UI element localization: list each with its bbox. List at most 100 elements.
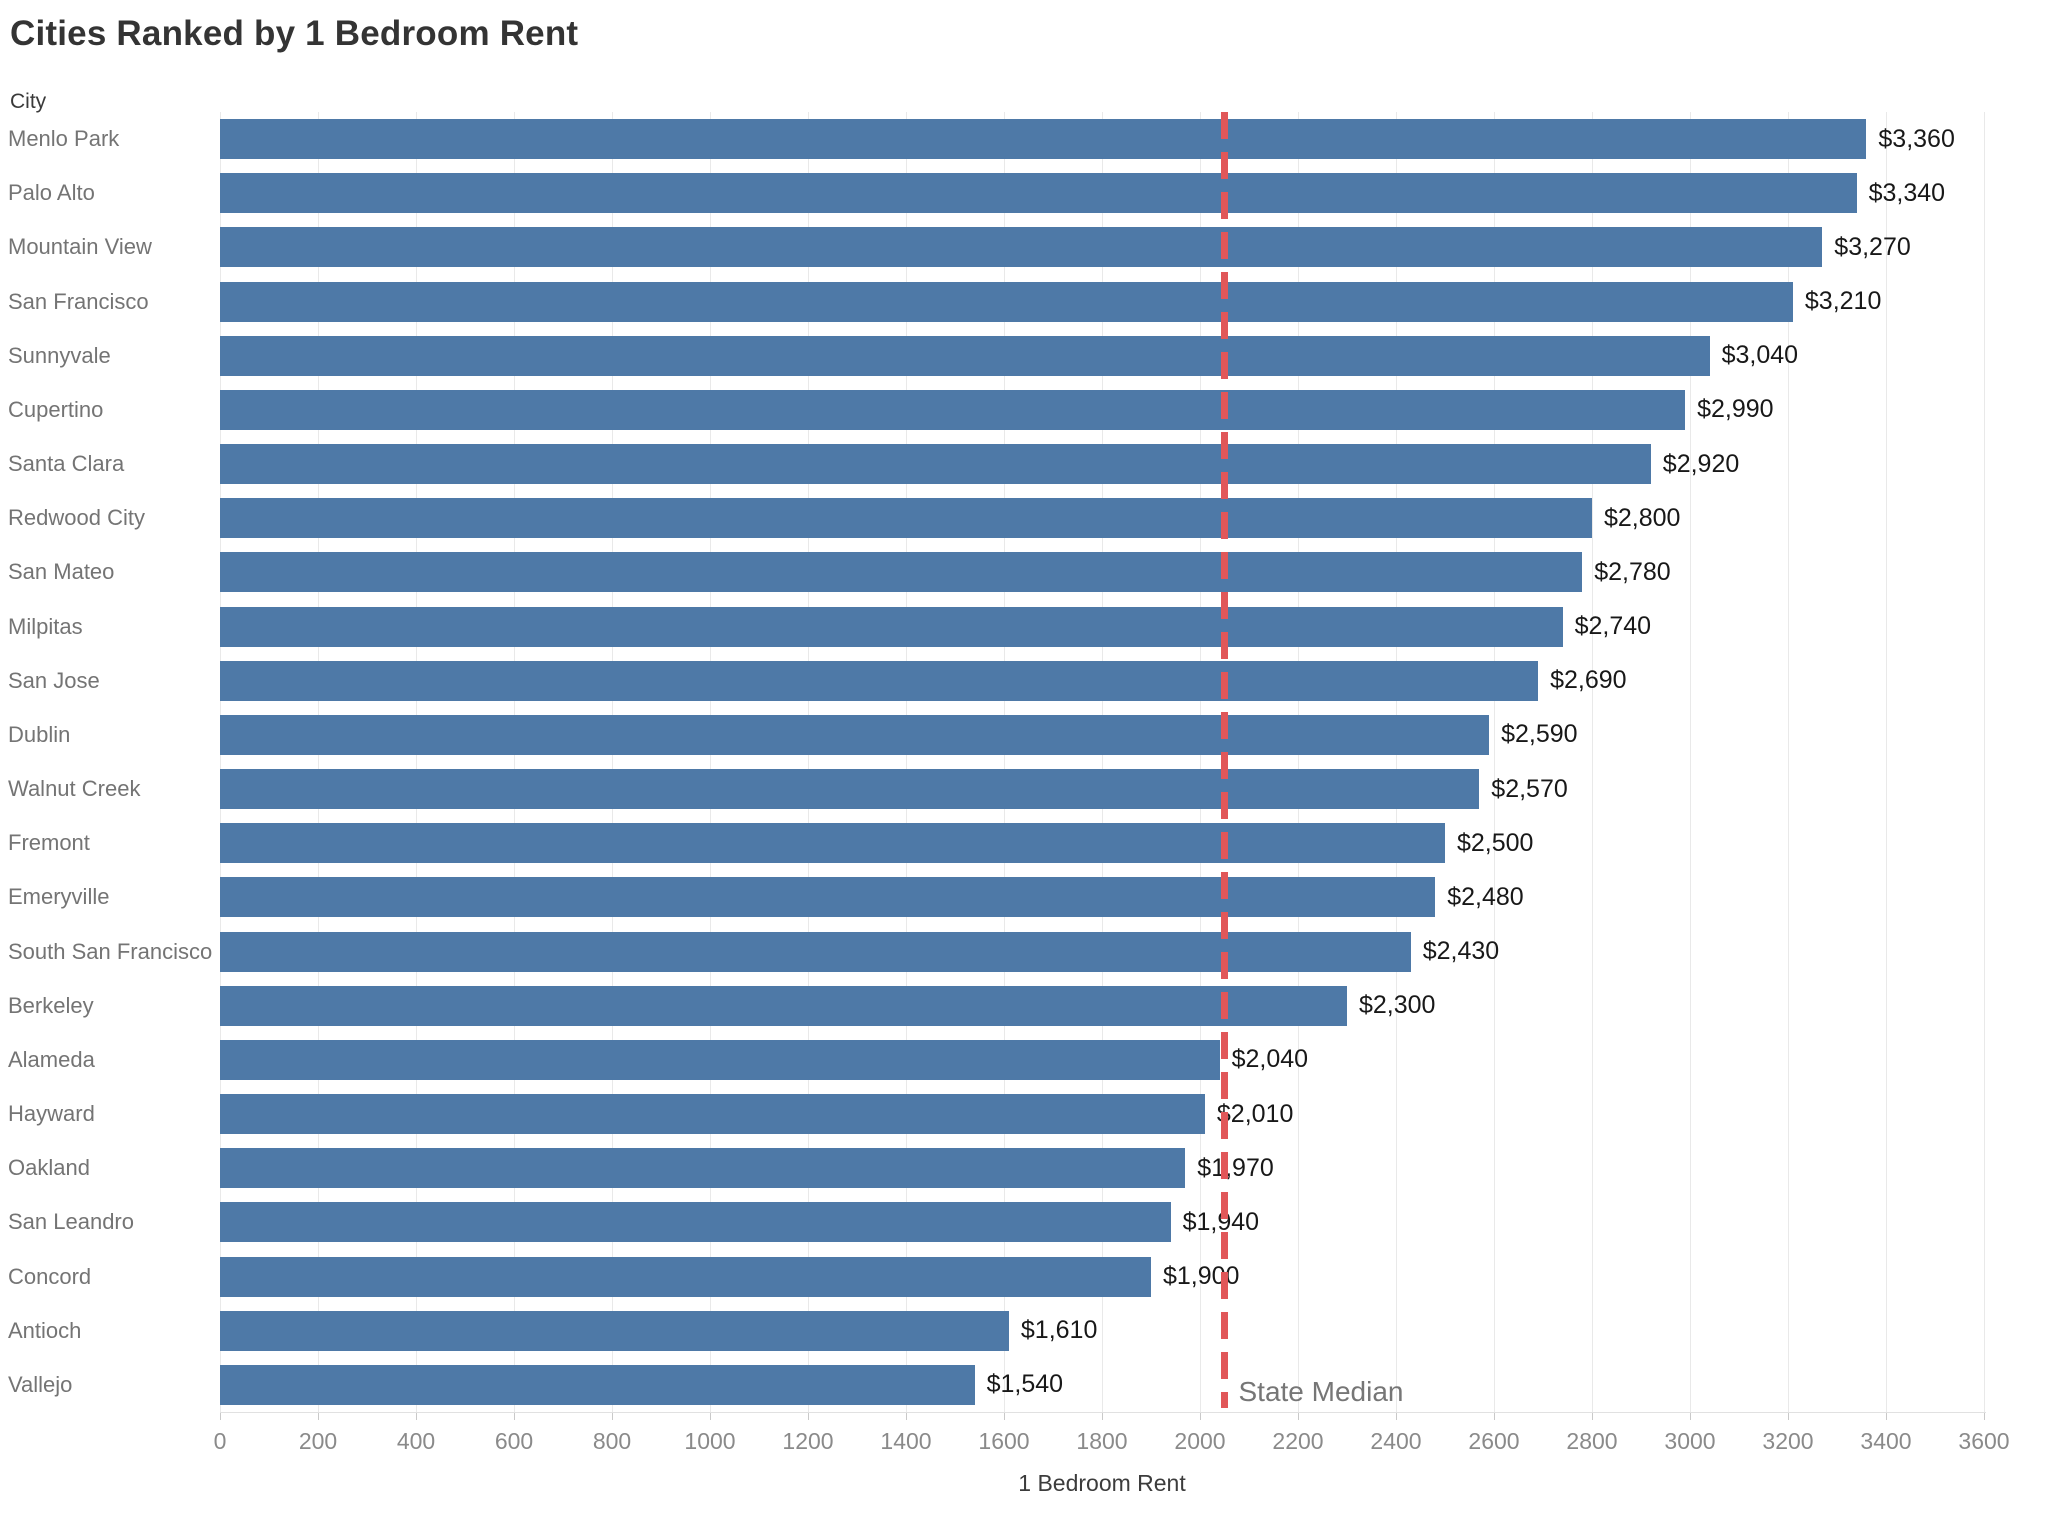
bar-value-label: $2,800 bbox=[1604, 503, 1681, 532]
y-axis-label: Oakland bbox=[8, 1155, 90, 1181]
bar-value-label: $2,990 bbox=[1697, 395, 1774, 424]
x-axis-tick-mark bbox=[220, 1413, 221, 1420]
x-axis-tick-mark bbox=[514, 1413, 515, 1420]
bar[interactable] bbox=[220, 444, 1651, 485]
bar[interactable] bbox=[220, 877, 1436, 918]
bar-value-label: $3,270 bbox=[1834, 232, 1911, 261]
bar[interactable] bbox=[220, 714, 1490, 755]
x-axis-tick-label: 3400 bbox=[1860, 1428, 1912, 1454]
y-axis-label: San Francisco bbox=[8, 288, 149, 314]
bar[interactable] bbox=[220, 552, 1583, 593]
x-axis-tick-mark bbox=[1102, 1413, 1103, 1420]
bar[interactable] bbox=[220, 985, 1347, 1026]
x-axis-tick-label: 3600 bbox=[1958, 1428, 2010, 1454]
bar[interactable] bbox=[220, 931, 1411, 972]
bar[interactable] bbox=[220, 389, 1686, 430]
bar-value-label: $2,920 bbox=[1662, 449, 1740, 478]
y-axis-label: Santa Clara bbox=[8, 451, 125, 477]
y-axis-label: Sunnyvale bbox=[8, 342, 111, 368]
x-axis-tick-mark bbox=[1298, 1413, 1299, 1420]
y-axis-label: Concord bbox=[8, 1263, 92, 1289]
bar[interactable] bbox=[220, 606, 1563, 647]
y-axis-label: San Leandro bbox=[8, 1209, 134, 1235]
bar[interactable] bbox=[220, 173, 1857, 214]
bar[interactable] bbox=[220, 1148, 1186, 1189]
y-axis-label: Fremont bbox=[8, 830, 90, 856]
x-axis-tick-label: 2600 bbox=[1468, 1428, 1520, 1454]
plot-area bbox=[220, 112, 1986, 1413]
y-axis-label: Emeryville bbox=[8, 884, 110, 910]
bar-value-label: $2,480 bbox=[1447, 882, 1524, 911]
bar[interactable] bbox=[220, 1202, 1171, 1243]
x-axis-tick-label: 2200 bbox=[1272, 1428, 1324, 1454]
x-axis-tick-mark bbox=[1494, 1413, 1495, 1420]
x-axis-tick-mark bbox=[1200, 1413, 1201, 1420]
x-axis-tick-mark bbox=[710, 1413, 711, 1420]
y-axis-label: Cupertino bbox=[8, 396, 104, 422]
x-axis-tick-mark bbox=[1984, 1413, 1985, 1420]
x-axis-tick-label: 1000 bbox=[684, 1428, 736, 1454]
bar-value-label: $2,590 bbox=[1501, 720, 1578, 749]
bar-value-label: $1,970 bbox=[1197, 1153, 1274, 1182]
y-axis-label: Hayward bbox=[8, 1101, 95, 1127]
x-axis-tick-mark bbox=[1690, 1413, 1691, 1420]
x-axis-tick-mark bbox=[1788, 1413, 1789, 1420]
bar-value-label: $2,690 bbox=[1550, 666, 1627, 695]
bar[interactable] bbox=[220, 1039, 1220, 1080]
bar-value-label: $2,040 bbox=[1231, 1045, 1309, 1074]
bar-value-label: $3,210 bbox=[1804, 287, 1882, 316]
bar[interactable] bbox=[220, 1256, 1151, 1297]
x-axis-tick-label: 1600 bbox=[978, 1428, 1030, 1454]
x-axis-tick-mark bbox=[1592, 1413, 1593, 1420]
bar-value-label: $1,610 bbox=[1020, 1316, 1098, 1345]
x-axis-tick-label: 800 bbox=[592, 1428, 632, 1454]
y-axis-label: San Jose bbox=[8, 667, 100, 693]
bar[interactable] bbox=[220, 498, 1592, 539]
y-axis-label: Menlo Park bbox=[8, 126, 120, 152]
bar[interactable] bbox=[220, 1310, 1009, 1351]
y-axis-label: Redwood City bbox=[8, 505, 145, 531]
x-axis-tick-mark bbox=[318, 1413, 319, 1420]
bar[interactable] bbox=[220, 823, 1445, 864]
bar[interactable] bbox=[220, 281, 1793, 322]
x-axis-tick-mark bbox=[1004, 1413, 1005, 1420]
bar-value-label: $2,300 bbox=[1359, 991, 1436, 1020]
chart-title: Cities Ranked by 1 Bedroom Rent bbox=[10, 14, 579, 53]
bar-value-label: $3,040 bbox=[1721, 341, 1799, 370]
bar[interactable] bbox=[220, 1094, 1205, 1135]
bar[interactable] bbox=[220, 1364, 975, 1405]
x-axis-tick-label: 200 bbox=[298, 1428, 338, 1454]
x-axis-tick-mark bbox=[612, 1413, 613, 1420]
x-axis-tick-label: 3200 bbox=[1762, 1428, 1814, 1454]
bar[interactable] bbox=[220, 660, 1539, 701]
x-axis-tick-label: 400 bbox=[396, 1428, 436, 1454]
y-axis-label: Berkeley bbox=[8, 992, 94, 1018]
bar-value-label: $1,540 bbox=[986, 1370, 1064, 1399]
bar-value-label: $2,430 bbox=[1422, 937, 1500, 966]
y-axis-label: San Mateo bbox=[8, 559, 115, 585]
bar[interactable] bbox=[220, 227, 1823, 268]
x-axis-tick-mark bbox=[906, 1413, 907, 1420]
x-axis-tick-label: 2800 bbox=[1566, 1428, 1618, 1454]
y-axis-label: Walnut Creek bbox=[8, 776, 141, 802]
y-axis-label: South San Francisco bbox=[8, 938, 213, 964]
bar[interactable] bbox=[220, 119, 1867, 160]
y-axis-title: City bbox=[10, 90, 47, 113]
x-axis-tick-mark bbox=[808, 1413, 809, 1420]
y-axis-label: Mountain View bbox=[8, 234, 152, 260]
x-axis-tick-mark bbox=[1886, 1413, 1887, 1420]
bar-value-label: $2,740 bbox=[1574, 612, 1652, 641]
x-axis-tick-label: 600 bbox=[494, 1428, 534, 1454]
y-axis-label: Palo Alto bbox=[8, 180, 95, 206]
x-axis-tick-label: 2000 bbox=[1174, 1428, 1226, 1454]
x-axis-tick-label: 3000 bbox=[1664, 1428, 1716, 1454]
bar-value-label: $2,780 bbox=[1594, 557, 1671, 586]
bar[interactable] bbox=[220, 335, 1710, 376]
x-axis-tick-label: 1200 bbox=[782, 1428, 834, 1454]
y-axis-label: Dublin bbox=[8, 721, 71, 747]
y-axis-label: Alameda bbox=[8, 1046, 95, 1072]
x-axis-tick-label: 0 bbox=[213, 1428, 227, 1454]
x-axis-tick-label: 2400 bbox=[1370, 1428, 1422, 1454]
bar[interactable] bbox=[220, 769, 1480, 810]
